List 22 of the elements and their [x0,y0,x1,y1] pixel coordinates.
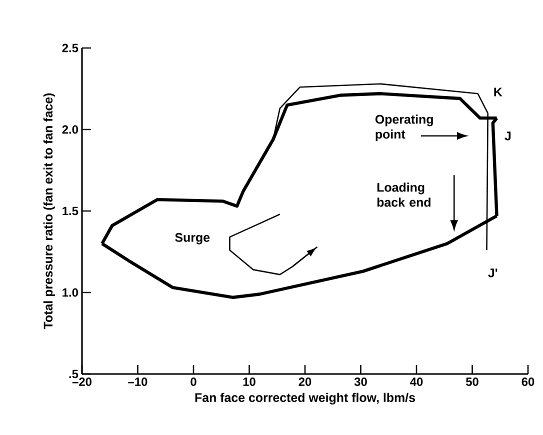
annotation: Surge [175,233,210,244]
annotation: K [494,88,502,96]
x-tick-label: 10 [243,378,256,386]
x-tick-label: –10 [128,378,148,386]
annotation: J' [488,268,498,278]
y-tick-label: 2.0 [62,125,78,134]
annotation: Loading back end [377,182,430,207]
x-tick-label: 0 [190,378,196,386]
x-tick-label: 30 [354,378,367,386]
y-tick-label: .5 [69,370,78,378]
y-tick-label: 1.5 [62,206,78,216]
x-tick-label: 40 [410,378,423,386]
annotation: J [504,132,511,140]
x-tick-label: 60 [522,378,534,386]
y-tick-label: 2.5 [62,44,78,52]
y-tick-label: 1.0 [62,288,78,297]
x-tick-label: 20 [298,378,312,386]
x-axis-title: Fan face corrected weight flow, lbm/s [195,392,415,405]
y-axis-title: Total pressure ratio (fan exit to fan face) [43,93,56,330]
annotation: Operating point [375,114,433,142]
x-tick-label: 50 [466,378,478,386]
x-tick-label: –20 [72,378,92,386]
